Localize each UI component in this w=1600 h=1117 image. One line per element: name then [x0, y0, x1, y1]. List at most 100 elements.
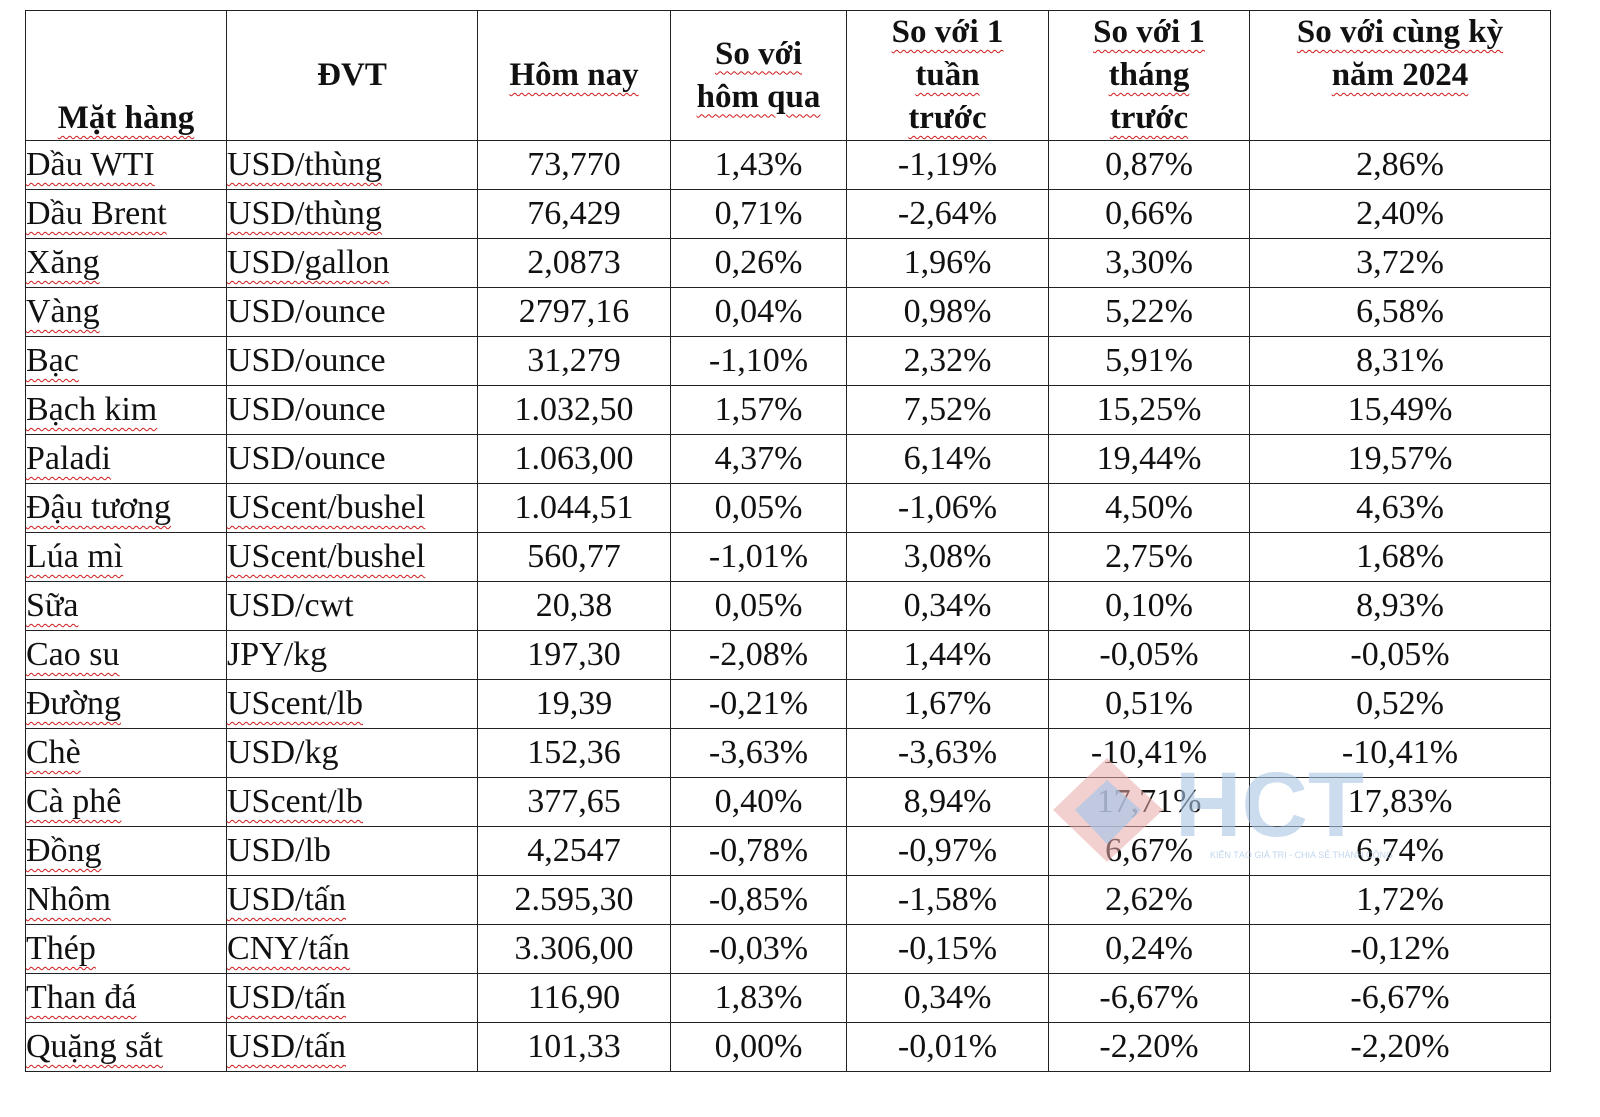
- cell-vs-year-text: 1,68%: [1356, 538, 1444, 575]
- cell-vs-yesterday: 0,05%: [670, 483, 847, 533]
- cell-vs-yesterday-text: 1,57%: [714, 391, 803, 428]
- table-body: Dầu WTI USD/thùng 73,770 1,43% -1,19% 0,87% 2,…: [25, 140, 1551, 1072]
- cell-vs-year: 2,40%: [1249, 189, 1551, 239]
- cell-vs-month-text: 0,66%: [1105, 195, 1193, 232]
- cell-vs-week-text: -1,58%: [897, 881, 998, 918]
- cell-vs-year-text: 6,58%: [1356, 293, 1444, 330]
- cell-today: 197,30: [477, 630, 671, 680]
- header-vs-week-line3: trước: [908, 100, 987, 136]
- header-item-label: Mặt hàng: [57, 100, 195, 136]
- cell-vs-week-text: 1,67%: [903, 685, 992, 722]
- cell-vs-year: 8,93%: [1249, 581, 1551, 631]
- cell-vs-year: 2,86%: [1249, 140, 1551, 190]
- cell-vs-yesterday-text: -3,63%: [708, 734, 809, 771]
- cell-vs-year-text: -6,67%: [1350, 979, 1450, 1016]
- cell-unit: USD/thùng: [226, 189, 478, 239]
- cell-vs-yesterday-text: -0,21%: [708, 685, 809, 722]
- cell-item-text: Bạch kim: [26, 391, 158, 428]
- table-row: Dầu Brent USD/thùng 76,429 0,71% -2,64% 0,66%…: [25, 189, 1551, 239]
- table-row: Bạc USD/ounce 31,279 -1,10% 2,32% 5,91% 8,31%: [25, 336, 1551, 386]
- cell-unit: JPY/kg: [226, 630, 478, 680]
- cell-item-text: Đường: [26, 685, 121, 722]
- header-unit: ĐVT: [226, 10, 478, 141]
- cell-today-text: 76,429: [527, 195, 621, 232]
- cell-vs-yesterday: 4,37%: [670, 434, 847, 484]
- cell-item-text: Đồng: [26, 832, 102, 869]
- table-row: Nhôm USD/tấn 2.595,30 -0,85% -1,58% 2,62% 1,72…: [25, 875, 1551, 925]
- cell-unit: USD/kg: [226, 728, 478, 778]
- cell-item-text: Dầu Brent: [26, 195, 167, 232]
- cell-vs-month: 0,24%: [1048, 924, 1250, 974]
- cell-vs-yesterday-text: 0,00%: [714, 1028, 803, 1065]
- cell-vs-month-text: 2,62%: [1105, 881, 1193, 918]
- cell-vs-week: 0,98%: [846, 287, 1049, 337]
- cell-unit: USD/tấn: [226, 973, 478, 1023]
- cell-vs-week-text: 3,08%: [903, 538, 992, 575]
- cell-today-text: 3.306,00: [514, 930, 634, 967]
- cell-vs-year: -0,05%: [1249, 630, 1551, 680]
- cell-today: 560,77: [477, 532, 671, 582]
- header-vs-week: So với 1 tuần trước: [846, 10, 1049, 141]
- cell-today-text: 2.595,30: [514, 881, 634, 918]
- cell-vs-yesterday: -2,08%: [670, 630, 847, 680]
- table-row: Bạch kim USD/ounce 1.032,50 1,57% 7,52% 15,25…: [25, 385, 1551, 435]
- cell-item-text: Quặng sắt: [26, 1028, 163, 1065]
- cell-vs-year-text: -0,12%: [1350, 930, 1450, 967]
- cell-vs-week: -1,58%: [846, 875, 1049, 925]
- cell-vs-yesterday: 0,71%: [670, 189, 847, 239]
- cell-today: 19,39: [477, 679, 671, 729]
- cell-unit-text: USD/tấn: [227, 881, 347, 918]
- cell-vs-year-text: 8,93%: [1356, 587, 1444, 624]
- cell-vs-month: 0,87%: [1048, 140, 1250, 190]
- cell-vs-month: 0,10%: [1048, 581, 1250, 631]
- header-vs-yesterday-line1: So với: [714, 35, 803, 72]
- cell-vs-week: 6,14%: [846, 434, 1049, 484]
- cell-vs-month: -0,05%: [1048, 630, 1250, 680]
- cell-unit: UScent/bushel: [226, 532, 478, 582]
- cell-vs-month-text: 5,22%: [1105, 293, 1193, 330]
- cell-unit-text: USD/ounce: [227, 342, 386, 379]
- cell-item: Thép: [25, 924, 227, 974]
- cell-today-text: 31,279: [527, 342, 621, 379]
- cell-unit: USD/ounce: [226, 287, 478, 337]
- header-vs-week-line2: tuần: [915, 57, 980, 93]
- cell-vs-week: 1,44%: [846, 630, 1049, 680]
- cell-vs-yesterday-text: 0,71%: [714, 195, 803, 232]
- cell-vs-week: -3,63%: [846, 728, 1049, 778]
- cell-today-text: 1.032,50: [514, 391, 634, 428]
- cell-vs-year-text: 6,74%: [1356, 832, 1444, 869]
- cell-today-text: 197,30: [527, 636, 621, 673]
- cell-vs-week: 3,08%: [846, 532, 1049, 582]
- cell-today: 20,38: [477, 581, 671, 631]
- cell-unit-text: UScent/lb: [227, 783, 363, 820]
- cell-unit: USD/thùng: [226, 140, 478, 190]
- cell-vs-yesterday: -0,78%: [670, 826, 847, 876]
- cell-unit-text: UScent/bushel: [227, 538, 426, 575]
- cell-item-text: Bạc: [26, 342, 79, 379]
- cell-vs-week-text: 1,44%: [903, 636, 992, 673]
- cell-vs-month-text: -0,05%: [1099, 636, 1199, 673]
- header-vs-yesterday-line2: hôm qua: [696, 78, 821, 115]
- cell-today: 4,2547: [477, 826, 671, 876]
- cell-vs-month: 0,66%: [1048, 189, 1250, 239]
- cell-vs-month-text: 6,67%: [1105, 832, 1193, 869]
- cell-vs-year: 1,72%: [1249, 875, 1551, 925]
- cell-vs-year-text: 1,72%: [1356, 881, 1444, 918]
- header-vs-month-line1: So với 1: [1093, 14, 1205, 50]
- cell-vs-month: 4,50%: [1048, 483, 1250, 533]
- cell-vs-yesterday: -1,01%: [670, 532, 847, 582]
- cell-vs-yesterday-text: -0,78%: [708, 832, 809, 869]
- cell-item-text: Cà phê: [26, 783, 122, 820]
- cell-vs-yesterday: -1,10%: [670, 336, 847, 386]
- cell-vs-month-text: -2,20%: [1099, 1028, 1199, 1065]
- cell-item: Chè: [25, 728, 227, 778]
- cell-item: Quặng sắt: [25, 1022, 227, 1072]
- table-row: Vàng USD/ounce 2797,16 0,04% 0,98% 5,22% 6,58%: [25, 287, 1551, 337]
- table-row: Đồng USD/lb 4,2547 -0,78% -0,97% 6,67% 6,74%: [25, 826, 1551, 876]
- cell-vs-month-text: 0,51%: [1105, 685, 1193, 722]
- cell-vs-week-text: -0,15%: [897, 930, 998, 967]
- cell-vs-month-text: 5,91%: [1105, 342, 1193, 379]
- header-vs-year: So với cùng kỳ năm 2024: [1249, 10, 1551, 141]
- cell-today: 2,0873: [477, 238, 671, 288]
- cell-today: 1.063,00: [477, 434, 671, 484]
